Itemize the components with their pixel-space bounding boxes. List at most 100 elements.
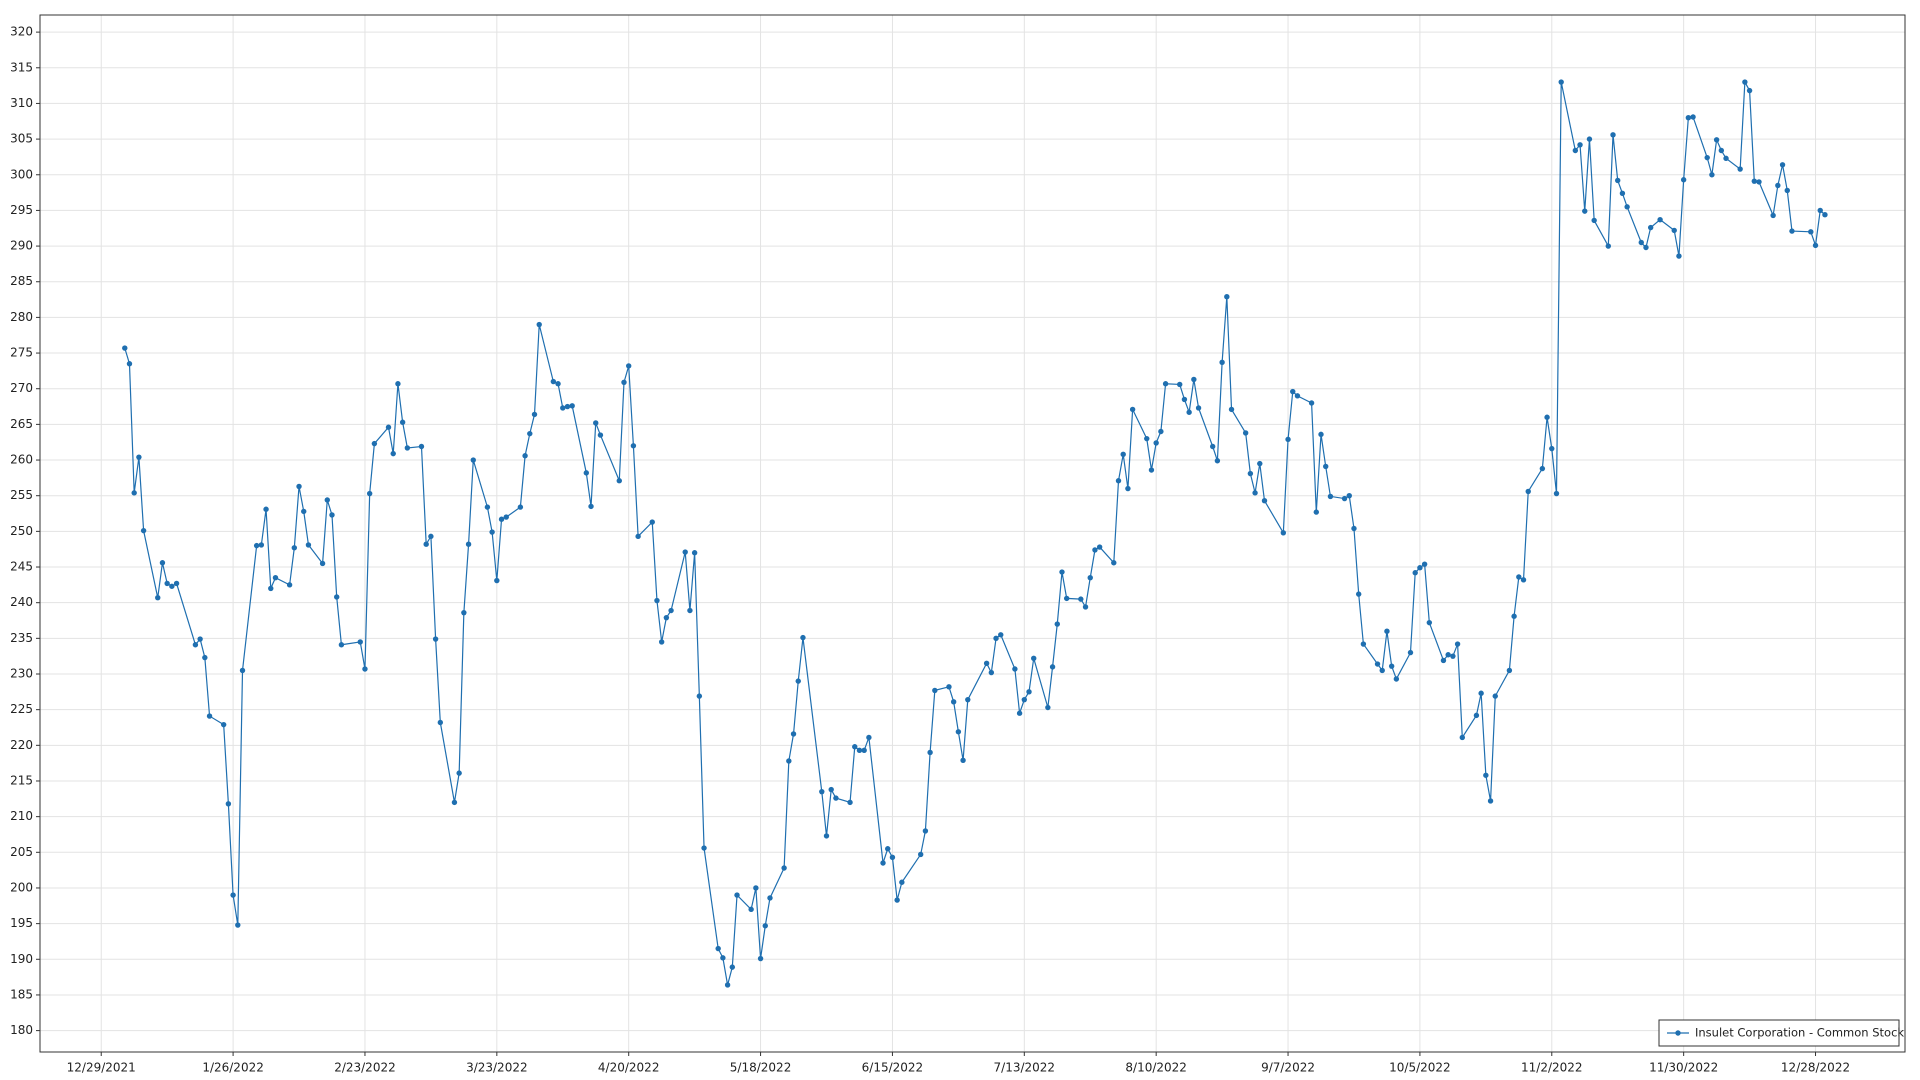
y-tick-label: 305	[10, 132, 33, 146]
x-tick-label: 12/28/2022	[1781, 1061, 1850, 1075]
data-point	[1709, 172, 1715, 178]
data-point	[993, 635, 999, 642]
data-point	[319, 560, 326, 567]
data-point	[1572, 147, 1579, 154]
y-tick-label: 205	[10, 845, 33, 859]
data-point	[1440, 657, 1447, 664]
data-point	[1445, 652, 1451, 658]
data-point	[1723, 155, 1729, 162]
data-point	[748, 906, 754, 913]
data-point	[272, 575, 279, 581]
data-point	[1379, 667, 1385, 674]
data-point	[1746, 87, 1753, 94]
data-point	[823, 833, 830, 839]
data-point	[658, 639, 665, 645]
data-point	[1784, 187, 1790, 194]
data-point	[1031, 655, 1037, 662]
data-point	[164, 580, 170, 587]
data-point	[1704, 154, 1710, 161]
data-point	[564, 403, 571, 410]
data-point	[1680, 177, 1687, 183]
data-point	[1520, 577, 1527, 583]
data-point	[1558, 79, 1564, 85]
data-point	[418, 443, 425, 450]
data-point	[1096, 544, 1103, 550]
x-tick-label: 2/23/2022	[334, 1061, 396, 1075]
data-point	[932, 687, 938, 694]
data-point	[720, 955, 726, 961]
data-point	[263, 506, 269, 512]
data-point	[489, 529, 495, 535]
data-point	[338, 642, 345, 648]
data-point	[334, 594, 340, 600]
data-point	[1610, 132, 1616, 138]
data-point	[230, 892, 236, 898]
data-point	[621, 379, 627, 386]
data-point	[729, 964, 736, 970]
data-point	[1063, 595, 1070, 602]
data-point	[522, 453, 528, 459]
data-point	[1191, 376, 1197, 383]
data-point	[922, 828, 929, 834]
data-point	[1045, 704, 1051, 711]
data-point	[1742, 79, 1748, 85]
data-point	[762, 923, 768, 929]
data-point	[696, 693, 703, 699]
data-point	[1624, 204, 1630, 210]
data-point	[1817, 207, 1823, 214]
data-point	[1756, 179, 1762, 185]
data-point	[1384, 628, 1390, 634]
data-point	[630, 443, 637, 449]
data-point	[258, 542, 265, 548]
data-point	[461, 609, 467, 616]
data-point	[1012, 666, 1018, 672]
x-tick-label: 5/18/2022	[730, 1061, 792, 1075]
data-point	[965, 696, 971, 703]
data-point	[1822, 211, 1828, 218]
data-point	[819, 788, 825, 795]
data-point	[1290, 388, 1296, 395]
data-point	[1676, 253, 1682, 259]
data-point	[1280, 530, 1287, 536]
x-tick-label: 3/23/2022	[466, 1061, 528, 1075]
data-point	[1775, 182, 1781, 189]
data-point	[155, 594, 161, 601]
data-point	[715, 945, 721, 952]
data-point	[635, 533, 641, 540]
data-point	[1412, 570, 1418, 576]
data-point	[126, 361, 133, 367]
data-point	[1346, 493, 1352, 499]
legend-box	[1658, 1019, 1900, 1047]
data-point	[1487, 798, 1494, 804]
data-point	[1473, 712, 1480, 719]
data-point	[465, 541, 472, 547]
data-point	[494, 577, 500, 584]
data-point	[301, 508, 307, 515]
data-point	[654, 597, 660, 604]
data-point	[1162, 381, 1169, 387]
data-point	[1779, 162, 1786, 168]
data-point	[625, 363, 632, 369]
data-point	[1478, 690, 1484, 696]
y-tick-label: 285	[10, 274, 33, 288]
data-point	[1808, 229, 1814, 235]
data-point	[1087, 575, 1093, 581]
y-tick-label: 315	[10, 60, 33, 74]
data-point	[1690, 114, 1696, 120]
y-tick-label: 290	[10, 239, 33, 253]
data-point	[159, 560, 166, 566]
y-tick-label: 265	[10, 417, 33, 431]
data-point	[428, 533, 434, 540]
data-point	[734, 892, 740, 898]
data-point	[588, 503, 594, 510]
data-point	[833, 795, 839, 801]
y-tick-label: 225	[10, 702, 33, 716]
x-tick-label: 6/15/2022	[862, 1061, 924, 1075]
data-point	[649, 519, 655, 525]
data-point	[1516, 574, 1522, 580]
data-point	[1059, 569, 1065, 575]
data-point	[136, 454, 142, 460]
data-point	[682, 549, 688, 555]
data-point	[253, 542, 260, 549]
